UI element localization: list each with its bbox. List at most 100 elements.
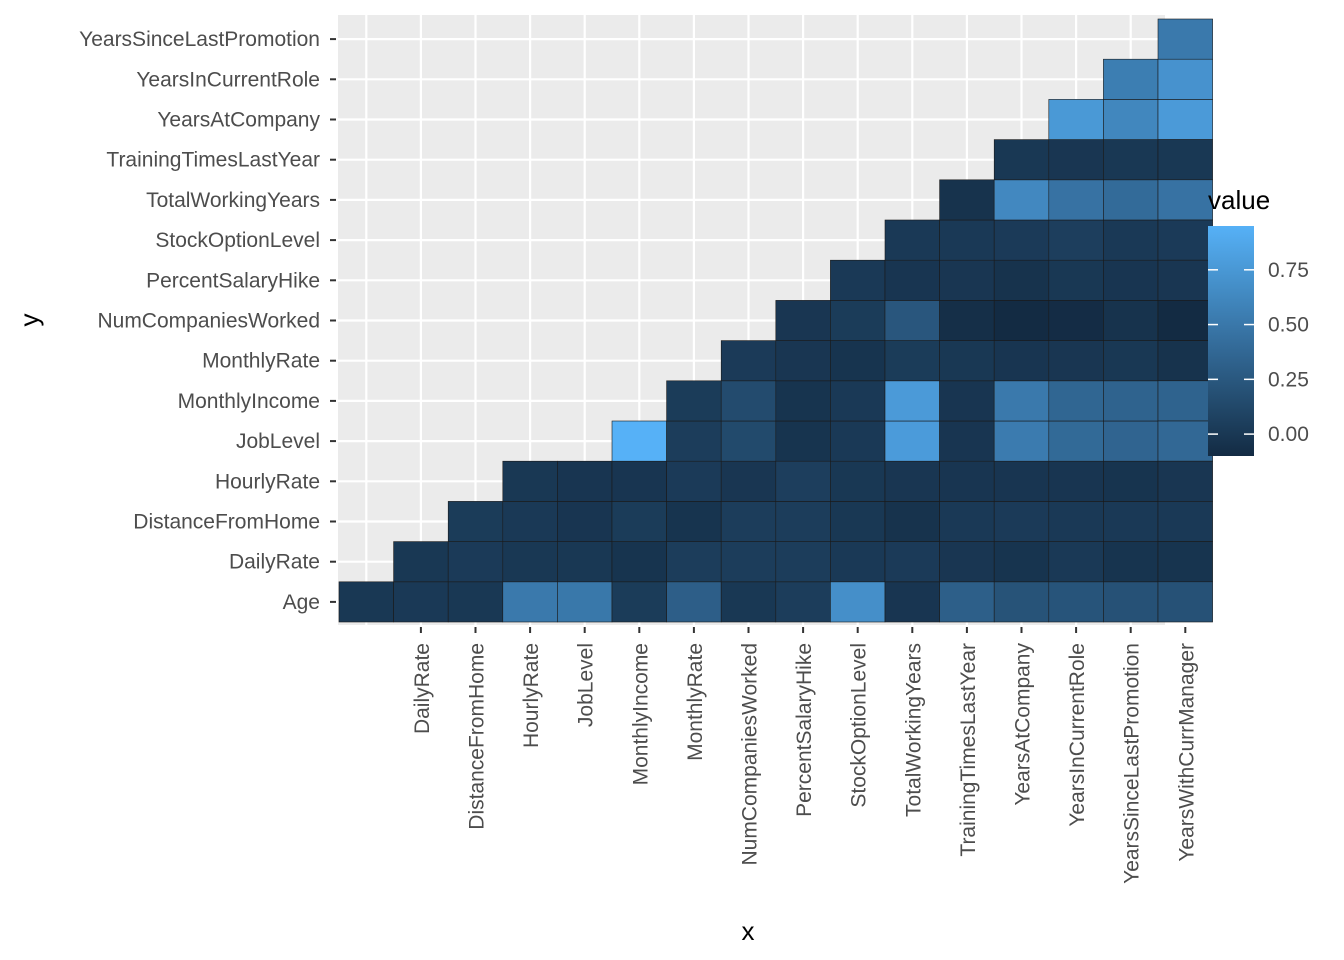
heatmap-cell [775,541,831,583]
heatmap-cell [1157,460,1213,502]
heatmap-cell [1048,219,1104,261]
heatmap-cell [775,380,831,422]
heatmap-cell [993,541,1050,583]
heatmap-cell [993,501,1050,542]
heatmap-cell [775,340,831,382]
heatmap-cell [993,340,1050,382]
heatmap-cell [884,581,940,623]
heatmap-cell [666,420,722,462]
heatmap-cell [720,380,777,422]
heatmap-cell [775,501,831,542]
y-tick-label: TotalWorkingYears [146,189,320,212]
heatmap-cell [1103,99,1159,140]
heatmap-cell [884,420,940,462]
x-tick-label: PercentSalaryHike [793,643,816,817]
y-axis: Age DailyRate DistanceFromHome HourlyRate Jo… [79,28,336,614]
heatmap-cell [830,460,886,502]
heatmap-cell [447,581,504,623]
x-tick-label: NumCompaniesWorked [739,643,762,866]
heatmap-cell [1048,460,1104,502]
heatmap-cell [884,219,940,261]
heatmap-cell [884,460,940,502]
heatmap-cell [775,300,831,341]
heatmap-cell [1157,541,1213,583]
heatmap-cell [1157,139,1213,181]
x-tick-label: YearsSinceLastPromotion [1121,643,1144,884]
legend-label: 0.25 [1268,368,1309,391]
y-tick-label: JobLevel [236,430,320,453]
heatmap-cell [939,380,995,422]
heatmap-cell [611,501,667,542]
heatmap-cell [666,460,722,502]
heatmap-cell [1103,340,1159,382]
heatmap-cell [666,581,722,623]
heatmap-cell [939,581,995,623]
x-tick-label: MonthlyIncome [629,643,652,785]
heatmap-cell [611,420,667,462]
heatmap-cell [939,219,995,261]
x-tick-label: HourlyRate [520,643,543,748]
heatmap-cell [557,581,613,623]
heatmap-cell [447,501,504,542]
heatmap-cell [993,420,1050,462]
heatmap-cell [1157,18,1213,60]
heatmap-cell [611,581,667,623]
legend-label: 0.50 [1268,314,1309,337]
heatmap-cell [1157,259,1213,301]
heatmap-cell [1103,300,1159,341]
heatmap-cell [1048,300,1104,341]
heatmap-cell [557,541,613,583]
y-tick-label: MonthlyRate [202,350,320,373]
heatmap-cell [830,541,886,583]
x-axis-title: x [742,916,755,946]
heatmap-cell [1048,340,1104,382]
legend-label: 0.00 [1268,423,1309,446]
y-tick-label: YearsSinceLastPromotion [79,28,320,51]
heatmap-cell [1157,58,1213,100]
heatmap-cell [830,340,886,382]
heatmap-cell [1157,179,1213,221]
x-tick-label: JobLevel [575,643,598,727]
heatmap-cell [502,581,558,623]
y-tick-label: TrainingTimesLastYear [106,149,320,172]
heatmap-cell [1157,501,1213,542]
heatmap-cell [1103,259,1159,301]
heatmap-cell [939,460,995,502]
y-tick-label: DistanceFromHome [133,511,320,534]
heatmap-cell [611,460,667,502]
heatmap-cell [1103,460,1159,502]
legend-label: 0.75 [1268,259,1309,282]
heatmap-cell [993,380,1050,422]
heatmap-cell [666,380,722,422]
heatmap-cell [666,501,722,542]
heatmap-cell [1048,99,1104,140]
y-tick-label: PercentSalaryHike [146,269,320,292]
y-tick-label: MonthlyIncome [178,390,320,413]
heatmap-cell [1103,541,1159,583]
heatmap-cell [1157,219,1213,261]
heatmap-cell [393,581,449,623]
heatmap-cell [1157,99,1213,140]
heatmap-cell [939,420,995,462]
heatmap-cell [884,501,940,542]
heatmap-cell [939,300,995,341]
legend-title: value [1208,185,1270,215]
heatmap-cell [830,380,886,422]
x-tick-label: YearsWithCurrManager [1175,643,1198,862]
heatmap-cell [1048,259,1104,301]
y-axis-title: y [14,314,44,327]
heatmap-cell [720,460,777,502]
heatmap-cell [1103,179,1159,221]
heatmap-cell [666,541,722,583]
x-tick-label: TotalWorkingYears [902,643,925,817]
heatmap-cell [1103,420,1159,462]
y-tick-label: YearsInCurrentRole [136,68,320,91]
heatmap-cell [884,259,940,301]
x-tick-label: TrainingTimesLastYear [957,643,980,857]
y-tick-label: HourlyRate [215,470,320,493]
heatmap-cell [502,460,558,502]
heatmap-cell [775,581,831,623]
heatmap-cell [1103,219,1159,261]
heatmap-cell [393,541,449,583]
x-tick-label: StockOptionLevel [848,643,871,808]
